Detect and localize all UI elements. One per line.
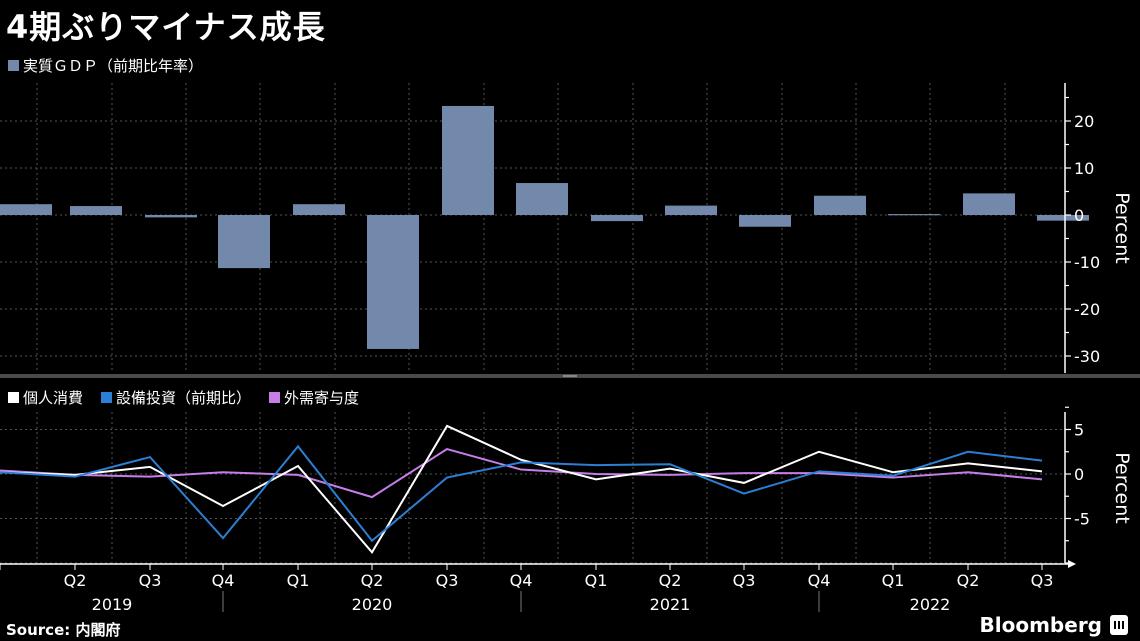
svg-text:2021: 2021 bbox=[650, 595, 691, 614]
svg-text:2019: 2019 bbox=[92, 595, 133, 614]
svg-text:Q4: Q4 bbox=[510, 571, 533, 590]
svg-text:2020: 2020 bbox=[352, 595, 393, 614]
svg-text:-30: -30 bbox=[1074, 347, 1100, 366]
gdp-bar bbox=[814, 195, 866, 215]
svg-text:-10: -10 bbox=[1074, 253, 1100, 272]
gdp-bar bbox=[963, 193, 1015, 215]
gdp-bar bbox=[0, 204, 52, 215]
svg-text:Q2: Q2 bbox=[361, 571, 384, 590]
gdp-bar bbox=[218, 215, 270, 269]
svg-text:Q3: Q3 bbox=[139, 571, 162, 590]
legend-label: 実質ＧＤＰ（前期比年率） bbox=[23, 57, 204, 75]
legend-item-capex: 設備投資（前期比） bbox=[101, 387, 251, 408]
gdp-swatch-icon bbox=[8, 60, 19, 71]
svg-text:Q1: Q1 bbox=[882, 571, 905, 590]
legend-label: 外需寄与度 bbox=[284, 389, 360, 407]
svg-text:Q3: Q3 bbox=[436, 571, 459, 590]
bottom-legend: 個人消費 設備投資（前期比） 外需寄与度 bbox=[8, 387, 359, 408]
net-exports-swatch-icon bbox=[269, 392, 281, 403]
svg-text:5: 5 bbox=[1074, 421, 1084, 440]
svg-text:Percent: Percent bbox=[1111, 452, 1133, 524]
svg-text:Q2: Q2 bbox=[64, 571, 87, 590]
brand-text: Bloomberg bbox=[979, 613, 1102, 637]
top-legend: 実質ＧＤＰ（前期比年率） bbox=[8, 55, 203, 76]
gdp-bar bbox=[145, 215, 197, 218]
svg-text:Percent: Percent bbox=[1111, 192, 1133, 264]
svg-text:Q4: Q4 bbox=[808, 571, 831, 590]
svg-text:10: 10 bbox=[1074, 159, 1094, 178]
svg-text:Q2: Q2 bbox=[659, 571, 682, 590]
svg-text:-20: -20 bbox=[1074, 300, 1100, 319]
gdp-bar bbox=[888, 214, 940, 216]
svg-text:Q3: Q3 bbox=[1031, 571, 1054, 590]
bloomberg-logo: Bloomberg bbox=[980, 613, 1128, 637]
svg-text:0: 0 bbox=[1074, 206, 1084, 225]
gdp-bar bbox=[367, 215, 419, 349]
svg-text:Q4: Q4 bbox=[212, 571, 235, 590]
svg-text:Q2: Q2 bbox=[957, 571, 980, 590]
gdp-bar bbox=[739, 215, 791, 227]
capex-swatch-icon bbox=[101, 392, 113, 403]
legend-label: 設備投資（前期比） bbox=[116, 389, 252, 407]
svg-text:0: 0 bbox=[1074, 465, 1084, 484]
source-note: Source: 内閣府 bbox=[6, 621, 121, 639]
gdp-bar bbox=[665, 205, 717, 215]
chart-title: 4期ぶりマイナス成長 bbox=[6, 8, 326, 46]
svg-text:Q1: Q1 bbox=[287, 571, 310, 590]
legend-item-net-exports: 外需寄与度 bbox=[269, 387, 359, 408]
gdp-bar bbox=[293, 204, 345, 215]
legend-item-gdp: 実質ＧＤＰ（前期比年率） bbox=[8, 55, 203, 76]
svg-text:Q3: Q3 bbox=[733, 571, 756, 590]
legend-item-consumption: 個人消費 bbox=[8, 387, 83, 408]
gdp-bar bbox=[1037, 215, 1089, 221]
series-line bbox=[0, 424, 1043, 555]
legend-label: 個人消費 bbox=[23, 389, 84, 407]
bloomberg-chart-icon bbox=[1110, 615, 1128, 635]
svg-text:2022: 2022 bbox=[910, 595, 951, 614]
gdp-bar bbox=[516, 183, 568, 215]
svg-text:Q1: Q1 bbox=[585, 571, 608, 590]
gdp-bar bbox=[591, 215, 643, 222]
svg-text:20: 20 bbox=[1074, 112, 1094, 131]
series-line bbox=[0, 444, 1043, 543]
svg-text:-5: -5 bbox=[1074, 510, 1090, 529]
gdp-bar bbox=[70, 206, 122, 215]
series-line bbox=[0, 447, 1043, 499]
gdp-bar bbox=[442, 105, 494, 215]
consumption-swatch-icon bbox=[8, 392, 19, 403]
